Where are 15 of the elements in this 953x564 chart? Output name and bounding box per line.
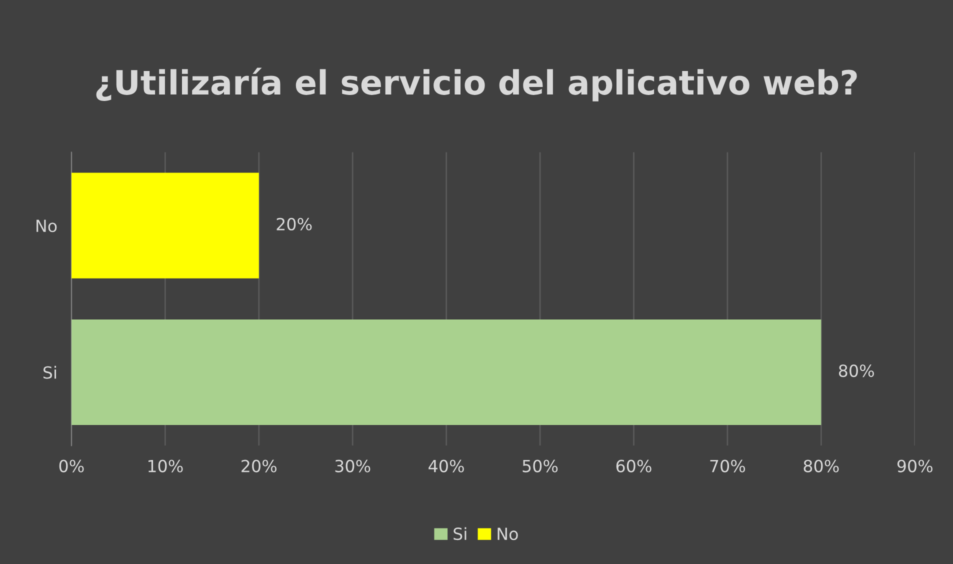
- chart-title: ¿Utilizaría el servicio del aplicativo web?: [96, 68, 857, 102]
- legend-label: Si: [454, 527, 466, 540]
- x-tick-label: 20%: [242, 460, 276, 472]
- x-tick-label: 70%: [710, 460, 746, 472]
- x-tick-label: 50%: [522, 460, 558, 472]
- x-tick-label: 10%: [148, 460, 183, 472]
- x-tick-label: 90%: [897, 460, 932, 472]
- data-label: 80%: [838, 364, 874, 378]
- x-tick-label: 30%: [335, 460, 370, 472]
- data-label: 20%: [276, 218, 312, 230]
- x-tick-label: 60%: [616, 460, 652, 472]
- legend-label: No: [498, 528, 518, 540]
- x-tick-label: 80%: [804, 460, 839, 472]
- x-tick-label: 0%: [59, 460, 84, 472]
- x-tick-label: 40%: [428, 460, 464, 472]
